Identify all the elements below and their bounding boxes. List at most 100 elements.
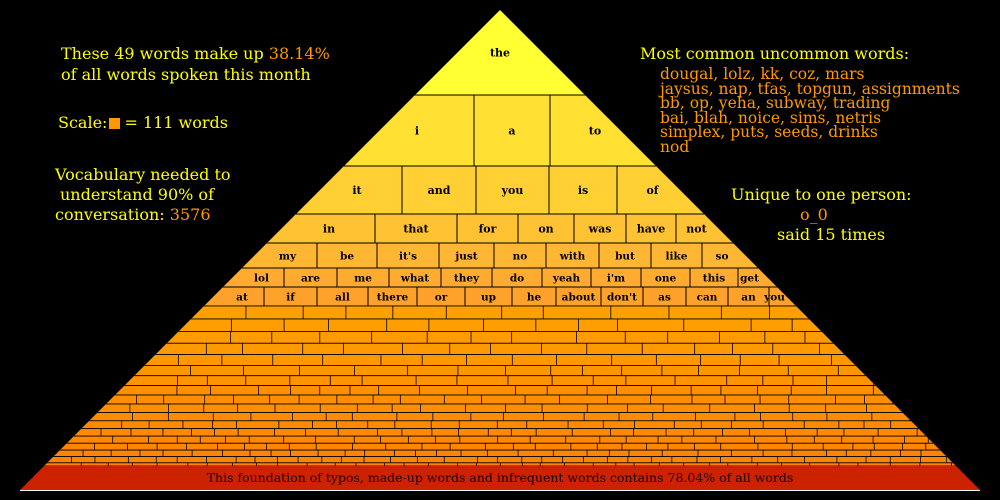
foundation-block	[20, 466, 980, 490]
word-label: don't	[607, 292, 637, 304]
uncommon-words-line: dougal, lolz, kk, coz, mars	[660, 65, 865, 83]
word-block	[475, 165, 550, 215]
unique-said: said 15 times	[777, 225, 886, 244]
uncommon-words-line: simplex, puts, seeds, drinks	[660, 123, 878, 141]
word-label: they	[454, 273, 480, 285]
word-label: of	[646, 184, 659, 197]
brick-row	[114, 385, 886, 396]
scale-value: = 111 words	[124, 113, 228, 132]
word-label: you	[501, 184, 524, 197]
word-label: no	[513, 251, 528, 263]
word-label: do	[510, 273, 524, 285]
word-label: have	[637, 223, 666, 236]
word-label: and	[428, 184, 451, 197]
brick-row	[144, 354, 856, 366]
summary-percent: 38.14%	[268, 44, 330, 63]
word-label: about	[562, 292, 596, 304]
unique-title: Unique to one person:	[731, 185, 912, 204]
scale-label: Scale:	[58, 113, 108, 132]
brick-row	[59, 442, 941, 451]
word-block	[376, 242, 440, 269]
uncommon-title: Most common uncommon words:	[640, 44, 910, 63]
word-label: it	[352, 184, 362, 197]
word-label: yeah	[552, 273, 581, 285]
vocab-line1: Vocabulary needed to	[55, 165, 231, 184]
word-block	[598, 242, 652, 269]
word-label: it's	[399, 251, 417, 263]
word-block	[616, 165, 705, 215]
word-label: he	[527, 292, 542, 304]
word-label: what	[400, 273, 429, 285]
word-block	[374, 213, 458, 244]
word-label: at	[236, 292, 248, 304]
word-label: with	[559, 251, 586, 263]
uncommon-words-list: dougal, lolz, kk, coz, mars jaysus, nap, …	[660, 67, 960, 154]
brick-row	[105, 394, 895, 405]
word-label: lol	[254, 273, 269, 285]
word-label: are	[301, 273, 320, 285]
word-block	[573, 213, 627, 244]
word-block	[456, 213, 519, 244]
word-block	[625, 213, 677, 244]
vocab-line2: understand 90% of	[60, 185, 214, 204]
uncommon-words-line: nod	[660, 137, 690, 156]
word-label: on	[538, 223, 553, 236]
word-label: that	[403, 223, 429, 236]
word-block	[295, 165, 403, 215]
brick-row	[178, 318, 822, 332]
word-block	[548, 165, 618, 215]
word-label: so	[716, 251, 729, 263]
word-block	[203, 286, 265, 307]
word-block	[517, 213, 575, 244]
brick-row	[190, 305, 810, 320]
word-label: in	[323, 223, 335, 236]
word-label: a	[508, 125, 515, 138]
word-label: like	[666, 251, 688, 263]
vocab-line3: conversation: 3576	[55, 206, 211, 224]
brick-row	[66, 435, 934, 444]
word-block	[343, 94, 475, 167]
word-label: one	[655, 273, 677, 285]
word-label: there	[377, 292, 409, 304]
word-label: this	[703, 273, 725, 285]
uncommon-words-line: bai, blah, noice, sims, netris	[660, 108, 882, 127]
word-block	[545, 242, 600, 269]
word-label: is	[578, 184, 588, 197]
vocab-label: conversation:	[55, 205, 165, 224]
word-label: but	[615, 251, 635, 263]
brick-row	[88, 412, 912, 422]
word-label: just	[454, 251, 477, 263]
uncommon-words-line: bb, op, yeha, subway, trading	[660, 94, 891, 112]
word-label: you	[763, 292, 785, 304]
brick-row	[46, 456, 954, 464]
brick-row	[133, 365, 867, 377]
uncommon-words-line: jaysus, nap, tfas, topgun, assignments	[660, 79, 960, 98]
word-label: i	[415, 125, 419, 138]
word-label: me	[354, 273, 372, 285]
foundation-label: This foundation of typos, made-up words …	[207, 470, 794, 485]
scale-text: Scale: = 111 words	[58, 114, 228, 132]
word-label: to	[589, 125, 601, 138]
word-label: for	[479, 223, 497, 236]
word-block	[701, 242, 759, 269]
word-label: not	[686, 223, 707, 236]
word-label: be	[340, 251, 354, 263]
summary-pre: These 49 words make up	[61, 44, 264, 63]
word-label: up	[481, 292, 496, 304]
word-label: an	[741, 292, 756, 304]
word-label: the	[490, 47, 510, 60]
word-label: as	[658, 292, 671, 304]
word-label: my	[279, 251, 297, 263]
summary-text: These 49 words make up 38.14%	[61, 45, 330, 63]
brick-row	[52, 449, 948, 458]
word-label: get	[740, 273, 759, 285]
brick-row	[97, 403, 903, 413]
word-block	[650, 242, 703, 269]
word-label: or	[435, 292, 448, 304]
word-block	[401, 165, 477, 215]
word-label: if	[286, 292, 296, 304]
vocab-value: 3576	[169, 205, 211, 224]
word-label: i'm	[607, 273, 625, 285]
unique-word: o_0	[800, 205, 828, 224]
